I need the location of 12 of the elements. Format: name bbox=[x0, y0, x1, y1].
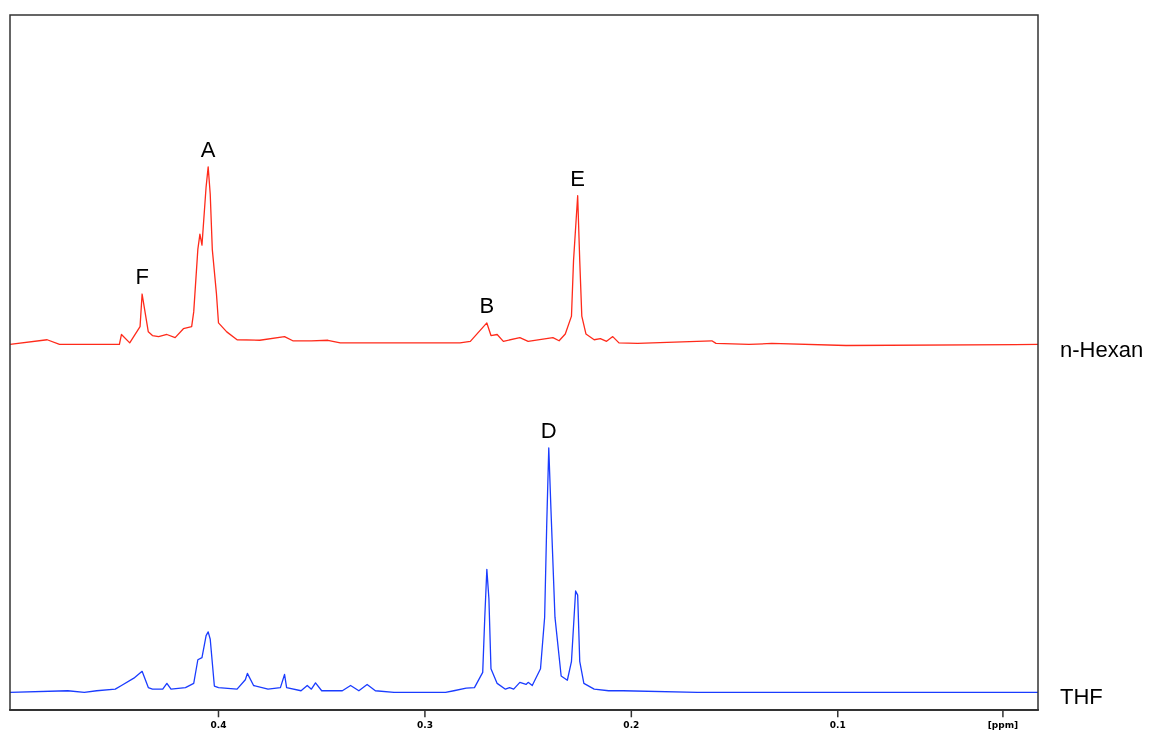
series-label: THF bbox=[1060, 684, 1103, 710]
series-label: n-Hexan bbox=[1060, 336, 1144, 362]
annotation: B bbox=[479, 292, 495, 318]
x-tick-label: 0.2 bbox=[623, 719, 640, 730]
x-tick-label: 0.4 bbox=[210, 719, 227, 730]
x-tick-label: 0.1 bbox=[829, 719, 846, 730]
annotation: A bbox=[200, 136, 216, 162]
x-tick-label: 0.3 bbox=[416, 719, 433, 730]
x-tick-label: [ppm] bbox=[987, 719, 1019, 730]
annotation: D bbox=[540, 418, 557, 444]
annotation: E bbox=[570, 165, 586, 191]
annotation: F bbox=[135, 264, 149, 290]
